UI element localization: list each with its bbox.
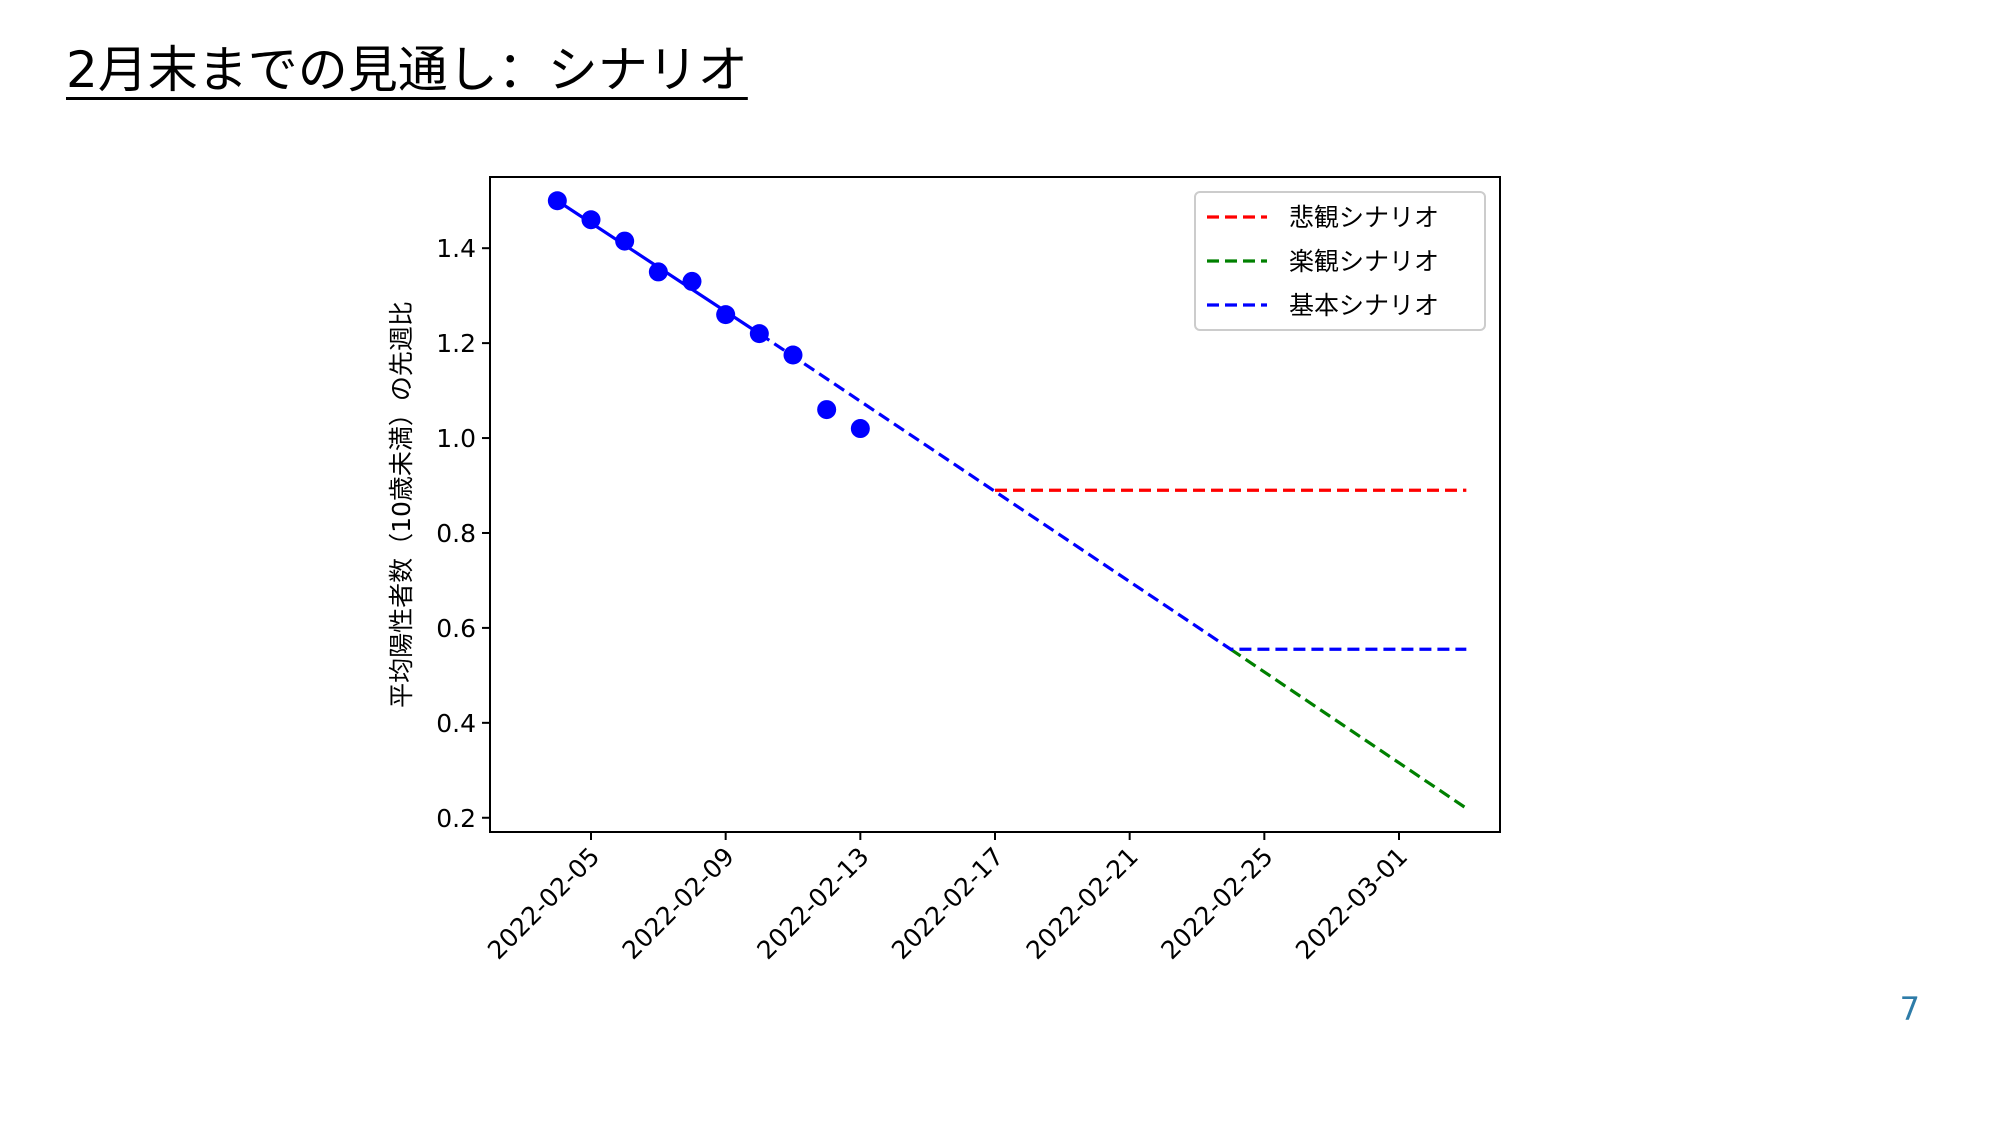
page-number: 7 [1899,990,1920,1028]
data-point [783,345,803,365]
x-tick-label: 2022-03-01 [1290,842,1413,965]
legend-label: 悲観シナリオ [1289,203,1439,232]
y-tick-label: 1.0 [436,424,476,453]
x-tick-label: 2022-02-17 [886,842,1009,965]
data-point [716,305,736,325]
y-axis-label: 平均陽性者数（10歳未満）の先週比 [387,301,416,708]
data-point [648,262,668,282]
y-tick-label: 1.2 [436,329,476,358]
x-tick-label: 2022-02-25 [1155,842,1278,965]
data-point [817,400,837,420]
x-tick-label: 2022-02-21 [1021,842,1144,965]
slide-title: 2月末までの見通し：シナリオ [66,41,748,99]
data-point [581,210,601,230]
y-tick-label: 0.2 [436,804,476,833]
legend-label: 楽観シナリオ [1289,247,1439,276]
y-tick-label: 1.4 [436,234,476,263]
data-point [615,231,635,251]
data-point [682,271,702,291]
data-point [850,419,870,439]
x-tick-label: 2022-02-09 [617,842,740,965]
x-tick-label: 2022-02-05 [482,842,605,965]
data-point [749,324,769,344]
data-point [547,191,567,211]
legend-label: 基本シナリオ [1289,291,1439,320]
series-line-2 [758,332,1467,651]
x-tick-label: 2022-02-13 [751,842,874,965]
y-tick-label: 0.8 [436,519,476,548]
legend-box [1194,191,1486,331]
series-line-1 [1229,647,1468,810]
y-tick-label: 0.4 [436,709,476,738]
y-tick-label: 0.6 [436,614,476,643]
